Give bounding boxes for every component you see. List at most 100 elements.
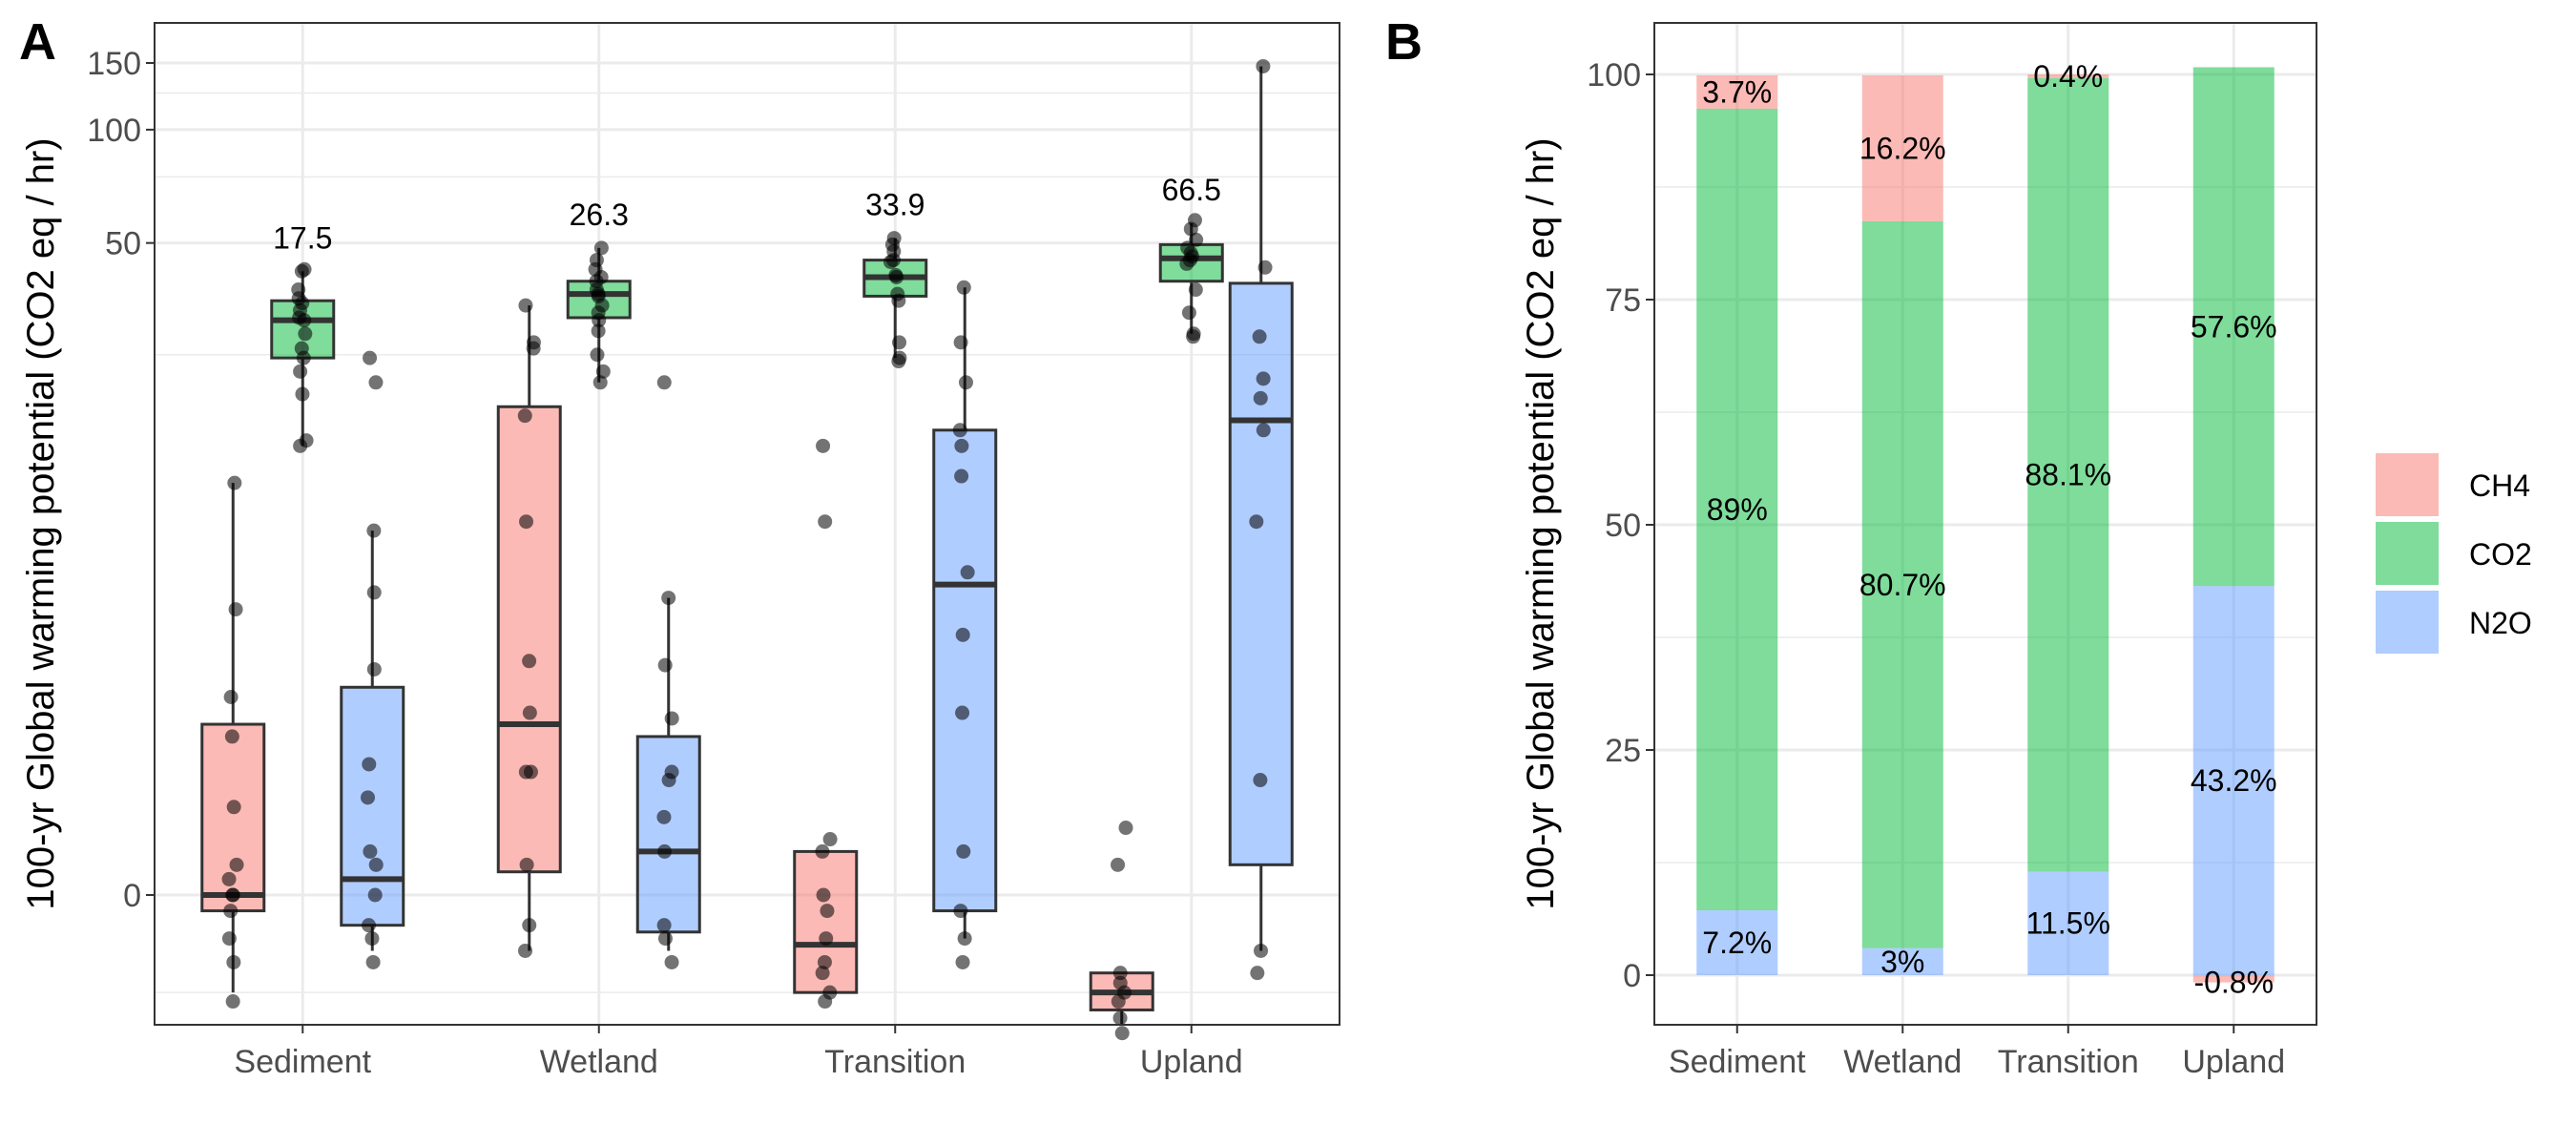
jitter-point — [295, 386, 310, 402]
panel-a-y-axis-title: 100-yr Global warming potential (CO2 eq … — [20, 137, 62, 909]
jitter-point — [816, 438, 831, 453]
jitter-point — [365, 954, 381, 969]
legend-key-ch4 — [2376, 453, 2439, 516]
jitter-point — [1187, 213, 1202, 228]
x-tick-label: Wetland — [540, 1044, 658, 1080]
y-tick-label: 0 — [1623, 958, 1641, 994]
jitter-point — [816, 887, 831, 903]
bar-segment-n2o-sediment — [1696, 910, 1778, 975]
jitter-point — [818, 514, 833, 530]
y-tick-label: 25 — [1605, 733, 1641, 769]
jitter-point — [956, 843, 971, 859]
y-tick-label: 100 — [87, 113, 141, 149]
segment-label-ch4-wetland: 16.2% — [1859, 131, 1946, 165]
panel-b-segment-labels: 7.2% 89% 3.7% 3% 80.7% 16.2% 11.5% 88.1% 0.4% 43.… — [1702, 59, 2276, 1000]
x-tick-label: Sediment — [234, 1044, 371, 1080]
jitter-point — [362, 918, 377, 933]
jitter-point — [952, 423, 967, 438]
jitter-point — [1114, 1026, 1130, 1041]
jitter-point — [819, 931, 834, 947]
jitter-point — [589, 253, 604, 268]
jitter-point — [228, 602, 243, 617]
x-tick-label: Upland — [1140, 1044, 1243, 1080]
jitter-point — [817, 954, 832, 969]
x-tick-label: Transition — [1998, 1044, 2139, 1080]
jitter-point — [815, 843, 830, 859]
segment-label-ch4-sediment: 3.7% — [1702, 74, 1772, 109]
box-n2o-transition — [932, 287, 998, 939]
bar-segment-n2o-upland — [2192, 586, 2275, 975]
jitter-point — [299, 433, 314, 448]
jitter-point — [229, 857, 244, 872]
x-tick-label: Wetland — [1843, 1044, 1962, 1080]
jitter-point — [1189, 232, 1204, 247]
jitter-point — [368, 857, 384, 872]
segment-label-ch4-transition: 0.4% — [2033, 59, 2103, 94]
panel-b: 7.2% 89% 3.7% 3% 80.7% 16.2% 11.5% 88.1% 0.4% 43.… — [1385, 13, 2532, 1080]
jitter-point — [955, 627, 970, 642]
jitter-point — [518, 298, 533, 313]
jitter-point — [1188, 282, 1203, 298]
legend-key-n2o — [2376, 591, 2439, 654]
jitter-point — [366, 585, 382, 600]
jitter-point — [298, 326, 313, 342]
jitter-point — [225, 994, 240, 1010]
jitter-point — [1254, 943, 1269, 958]
jitter-point — [1186, 326, 1201, 342]
bar-segment-co2-sediment — [1696, 108, 1778, 911]
panel-a-gridlines — [155, 23, 1340, 1025]
jitter-point — [1250, 966, 1265, 981]
segment-label-n2o-transition: 11.5% — [2026, 906, 2110, 941]
jitter-point — [519, 514, 534, 530]
jitter-point — [1249, 514, 1264, 530]
mean-annotation-upland: 66.5 — [1162, 173, 1221, 207]
jitter-point — [518, 943, 533, 958]
jitter-point — [294, 341, 309, 356]
jitter-point — [953, 904, 968, 919]
segment-label-ch4-upland: -0.8% — [2193, 966, 2274, 1000]
jitter-point — [522, 654, 537, 669]
panel-a-y-axis-ticks: 0 50 100 150 — [87, 46, 155, 914]
jitter-point — [291, 282, 306, 298]
bar-segment-ch4-transition — [2027, 74, 2109, 78]
jitter-point — [367, 887, 383, 903]
jitter-point — [595, 364, 611, 379]
panel-b-label: B — [1385, 13, 1423, 71]
jitter-point — [892, 350, 907, 365]
jitter-point — [1256, 423, 1271, 438]
jitter-point — [656, 809, 672, 824]
panel-b-x-axis-ticks: Sediment Wetland Transition Upland — [1669, 1025, 2285, 1080]
jitter-point — [223, 689, 239, 704]
jitter-point — [657, 931, 673, 947]
jitter-point — [226, 800, 241, 815]
jitter-point — [1253, 390, 1268, 406]
jitter-point — [960, 565, 975, 580]
jitter-point — [820, 904, 835, 919]
x-tick-label: Transition — [824, 1044, 966, 1080]
jitter-point — [822, 985, 838, 1000]
jitter-point — [890, 286, 905, 302]
jitter-point — [522, 918, 537, 933]
panel-b-stacked-bars — [1696, 67, 2275, 983]
jitter-point — [526, 335, 541, 350]
jitter-point — [522, 705, 537, 720]
jitter-point — [656, 375, 672, 390]
bar-segment-ch4-upland — [2192, 975, 2275, 983]
jitter-point — [362, 757, 377, 772]
jitter-point — [954, 468, 969, 484]
panel-b-y-axis-title: 100-yr Global warming potential (CO2 eq … — [1520, 137, 1562, 909]
panel-a-jitter-points — [221, 58, 1273, 1041]
legend-label-n2o: N2O — [2469, 606, 2532, 640]
bar-segment-n2o-transition — [2027, 871, 2109, 975]
jitter-point — [664, 764, 679, 780]
legend-label-ch4: CH4 — [2469, 468, 2530, 503]
jitter-point — [957, 931, 972, 947]
jitter-point — [223, 904, 239, 919]
jitter-point — [661, 591, 676, 606]
jitter-point — [815, 966, 830, 981]
y-tick-label: 0 — [123, 878, 141, 914]
jitter-point — [888, 267, 904, 282]
jitter-point — [226, 954, 241, 969]
jitter-point — [657, 657, 673, 673]
jitter-point — [664, 954, 679, 969]
